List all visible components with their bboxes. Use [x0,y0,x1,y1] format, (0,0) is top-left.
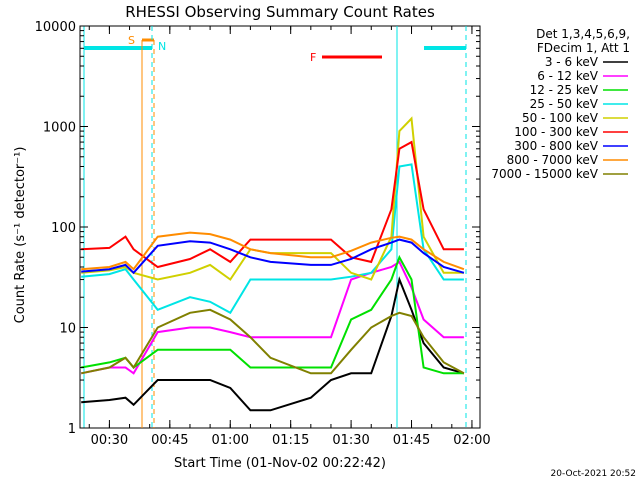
x-tick-label: 02:00 [453,433,490,448]
legend-label-3: 12 - 25 keV [530,83,599,97]
legend-label-2: 6 - 12 keV [537,69,599,83]
series-line-1 [81,276,465,412]
legend-label-1: 3 - 6 keV [545,55,599,69]
y-tick-label: 10000 [35,20,76,35]
legend-label-7: 300 - 800 keV [514,139,598,153]
series-line-2 [80,260,464,375]
legend-header-1: Det 1,3,4,5,6,9, [536,27,630,41]
series-line-9 [80,308,465,375]
y-tick-label: 1 [68,422,76,437]
series-line-7 [81,238,465,275]
footer-timestamp: 20-Oct-2021 20:52 [551,469,636,479]
series-line-4 [81,163,464,315]
legend-label-6: 100 - 300 keV [514,125,598,139]
series-line-3 [81,254,464,375]
annotation-f: F [310,51,316,64]
legend-label-9: 7000 - 15000 keV [491,167,598,181]
x-tick-label: 00:45 [151,433,188,448]
legend-header-2: FDecim 1, Att 1 [537,41,630,55]
y-tick-label: 1000 [43,121,76,136]
x-tick-label: 01:15 [272,433,309,448]
legend-label-8: 800 - 7000 keV [507,153,599,167]
annotation-s: S [128,34,135,47]
annotation-n: N [158,40,166,53]
series-line-6 [81,140,464,269]
series-line-5 [81,116,464,281]
x-tick-label: 00:30 [91,433,128,448]
y-axis-label: Count Rate (s⁻¹ detector⁻¹) [13,147,28,324]
y-tick-label: 100 [51,221,76,236]
legend-label-4: 25 - 50 keV [530,97,599,111]
legend-label-5: 50 - 100 keV [522,111,599,125]
y-tick-label: 10 [59,322,76,337]
legend: Det 1,3,4,5,6,9, FDecim 1, Att 1 3 - 6 k… [491,27,630,181]
x-tick-label: 01:00 [212,433,249,448]
x-axis-label: Start Time (01-Nov-02 00:22:42) [174,456,386,471]
series-line-8 [81,231,465,271]
x-tick-label: 01:30 [332,433,369,448]
x-tick-label: 01:45 [393,433,430,448]
axis-ticks: 1 10 100 1000 10000 00:30 00:45 01:00 01:15 01:30… [35,20,491,448]
chart-title: RHESSI Observing Summary Count Rates [125,3,435,21]
plot-area: S N F [79,25,481,429]
